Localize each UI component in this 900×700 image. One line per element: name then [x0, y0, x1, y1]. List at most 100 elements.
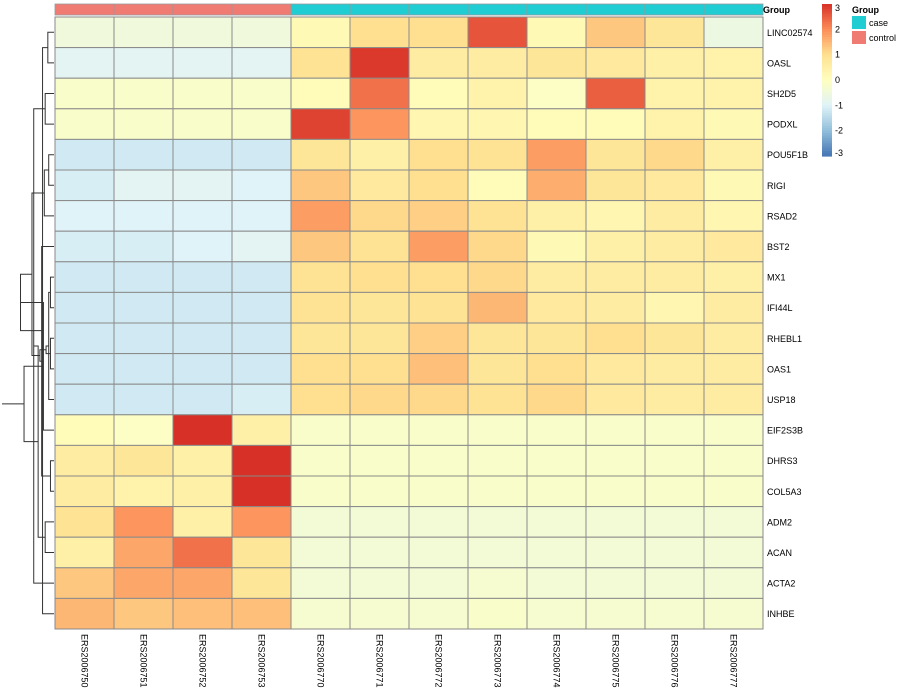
heatmap-cell: [526, 506, 587, 538]
heatmap-cell: [349, 138, 410, 171]
heatmap-cell: [467, 169, 528, 202]
colorbar-segment: [822, 14, 832, 18]
colorbar-tick-label: -3: [835, 148, 843, 158]
heatmap-cell: [349, 322, 410, 355]
colorbar-segment: [822, 107, 832, 111]
heatmap-cell: [585, 261, 646, 293]
group-legend-label: control: [869, 33, 896, 43]
heatmap-cell: [585, 506, 646, 538]
gene-label: COL5A3: [767, 487, 802, 497]
colorbar-segment: [822, 92, 832, 96]
sample-label: ERS2006775: [611, 634, 621, 688]
sample-label: ERS2006777: [729, 634, 739, 688]
group-annotation-bar: [54, 3, 764, 16]
colorbar-segment: [822, 29, 832, 33]
heatmap-cell: [349, 77, 410, 110]
dendrogram-branch: [44, 521, 54, 553]
colorbar-segment: [822, 52, 832, 56]
heatmap-cell: [703, 444, 764, 477]
heatmap-cell: [231, 322, 292, 355]
heatmap-cell: [703, 322, 764, 355]
heatmap-cell: [349, 47, 410, 79]
heatmap-cell: [172, 414, 233, 446]
heatmap-cell: [113, 414, 174, 446]
sample-label: ERS2006752: [198, 634, 208, 688]
heatmap-cell: [349, 200, 410, 232]
heatmap-cell: [467, 506, 528, 538]
heatmap-cell: [703, 230, 764, 263]
heatmap-cell: [408, 138, 469, 171]
colorbar-segment: [822, 85, 832, 89]
heatmap-cell: [231, 291, 292, 324]
colorbar-segment: [822, 64, 832, 68]
heatmap-cell: [644, 536, 705, 569]
heatmap-cell: [408, 16, 469, 49]
dendrogram-branch: [43, 169, 54, 217]
heatmap-cell: [644, 169, 705, 202]
heatmap-cell: [113, 506, 174, 538]
gene-label: OASL: [767, 58, 791, 68]
heatmap-cell: [231, 353, 292, 385]
colorbar-segment: [822, 57, 832, 61]
gene-label: PODXL: [767, 120, 798, 130]
heatmap-cell: [54, 383, 115, 416]
group-legend-label: case: [869, 18, 888, 28]
sample-label: ERS2006771: [375, 634, 385, 688]
colorbar-segment: [822, 140, 832, 144]
dendrogram-branch: [33, 108, 54, 584]
heatmap-cell: [408, 353, 469, 385]
heatmap-cell: [290, 108, 351, 140]
heatmap-cell: [349, 16, 410, 49]
heatmap-cell: [526, 291, 587, 324]
heatmap-cell: [54, 353, 115, 385]
heatmap-cell: [585, 77, 646, 110]
heatmap-cell: [526, 322, 587, 355]
sample-labels: ERS2006750 ERS2006751 ERS2006752 ERS2006753…: [80, 634, 739, 688]
heatmap-cell: [54, 138, 115, 171]
heatmap-cell: [54, 475, 115, 508]
heatmap-cell: [526, 383, 587, 416]
colorbar-segment: [822, 128, 832, 132]
heatmap-cell: [526, 230, 587, 263]
colorbar-segment: [822, 138, 832, 142]
heatmap-cell: [644, 353, 705, 385]
heatmap-cell: [349, 383, 410, 416]
colorbar-tick-label: 3: [835, 3, 840, 13]
colorbar-segment: [822, 130, 832, 134]
heatmap-cell: [113, 200, 174, 232]
dendrogram-branch: [49, 337, 54, 370]
sample-label: ERS2006751: [139, 634, 149, 688]
heatmap-cell: [408, 322, 469, 355]
gene-label: OAS1: [767, 364, 791, 374]
heatmap-cell: [172, 261, 233, 293]
heatmap-cell: [408, 506, 469, 538]
heatmap-cell: [703, 108, 764, 140]
group-legend-swatch: [852, 16, 866, 29]
gene-label: RIGI: [767, 181, 786, 191]
heatmap-cell: [585, 169, 646, 202]
colorbar-segment: [822, 11, 832, 15]
colorbar-tick-label: -2: [835, 126, 843, 136]
heatmap-cell: [54, 506, 115, 538]
heatmap-cell: [231, 414, 292, 446]
gene-label: IFI44L: [767, 303, 793, 313]
heatmap-cell: [585, 597, 646, 630]
heatmap-cell: [703, 291, 764, 324]
dendrogram-branch: [49, 460, 54, 492]
colorbar-segment: [822, 34, 832, 38]
colorbar-segment: [822, 87, 832, 91]
heatmap-cell: [290, 506, 351, 538]
heatmap-cell: [585, 108, 646, 140]
heatmap-cell: [54, 200, 115, 232]
heatmap-cell: [585, 444, 646, 477]
heatmap-cell: [703, 261, 764, 293]
heatmap-cell: [585, 414, 646, 446]
heatmap-cell: [467, 322, 528, 355]
heatmap-cell: [585, 383, 646, 416]
heatmap-cell: [526, 47, 587, 79]
gene-label: MX1: [767, 273, 786, 283]
heatmap-cell: [703, 597, 764, 630]
heatmap-cell: [408, 108, 469, 140]
colorbar-segment: [822, 97, 832, 101]
sample-label: ERS2006773: [493, 634, 503, 688]
